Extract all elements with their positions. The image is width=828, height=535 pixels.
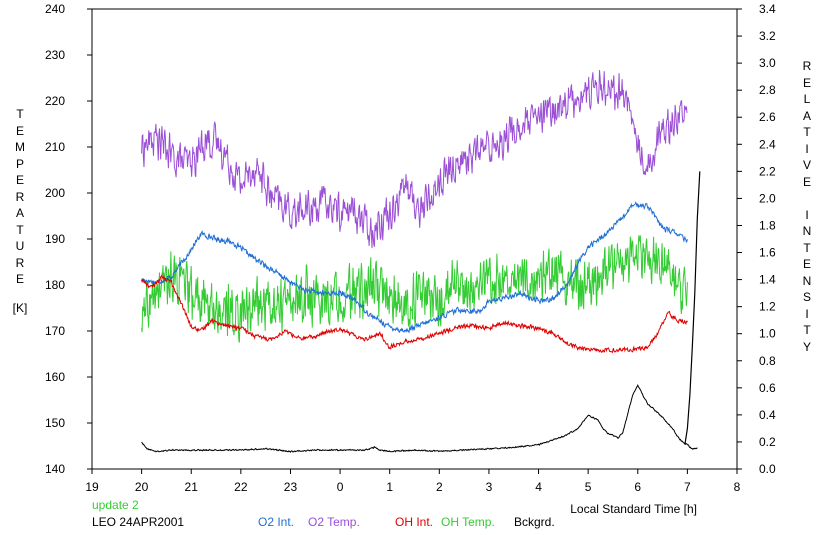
legend-item: OH Temp. bbox=[441, 515, 495, 529]
axis-label-letter: P bbox=[15, 156, 24, 171]
y-left-tick-label: 200 bbox=[45, 186, 65, 200]
y-right-tick-label: 2.6 bbox=[759, 110, 776, 124]
series-line-bckgrd bbox=[141, 383, 698, 454]
axis-label-letter: T bbox=[803, 240, 811, 255]
y-right-tick-label: 2.8 bbox=[759, 83, 776, 97]
y-left-tick-label: 170 bbox=[45, 324, 65, 338]
y-right-tick-label: 1.0 bbox=[759, 327, 776, 341]
series-line-o2-temp bbox=[141, 70, 688, 249]
y-right-tick-label: 1.2 bbox=[759, 300, 776, 314]
legend-item: O2 Int. bbox=[258, 515, 295, 529]
y-right-tick-label: 2.2 bbox=[759, 164, 776, 178]
axis-label-letter: I bbox=[805, 207, 809, 222]
axis-label-letter: N bbox=[802, 273, 812, 288]
y-right-tick-label: 0.6 bbox=[759, 381, 776, 395]
axis-label-letter: R bbox=[15, 189, 25, 204]
x-tick-label: 5 bbox=[585, 480, 592, 494]
y-left-tick-label: 190 bbox=[45, 232, 65, 246]
update-label: update 2 bbox=[92, 498, 139, 512]
y-left-tick-label: 210 bbox=[45, 140, 65, 154]
axis-label-letter: E bbox=[802, 174, 811, 189]
axis-label-letter: I bbox=[805, 141, 809, 156]
axis-label-letter: T bbox=[16, 107, 24, 121]
series-line-bckgrd-rise bbox=[684, 171, 701, 445]
y-left-tick-label: 140 bbox=[45, 462, 65, 476]
x-tick-label: 21 bbox=[185, 480, 199, 494]
axis-label-letter: E bbox=[802, 257, 811, 271]
x-tick-label: 4 bbox=[535, 480, 542, 494]
x-tick-label: 22 bbox=[234, 480, 248, 494]
y-left-tick-label: 160 bbox=[45, 370, 65, 384]
legend-item: Bckgrd. bbox=[514, 515, 555, 529]
series-line-oh-int bbox=[141, 274, 688, 354]
series-line-o2-int bbox=[141, 200, 688, 334]
x-tick-label: 1 bbox=[386, 480, 393, 494]
y-right-tick-label: 0.4 bbox=[759, 408, 776, 422]
axis-label-letter: E bbox=[802, 75, 811, 90]
x-axis-label: Local Standard Time [h] bbox=[570, 502, 697, 516]
axis-label-letter: S bbox=[802, 290, 811, 304]
y-right-tick-label: 0.8 bbox=[759, 354, 776, 368]
axis-label-letter: R bbox=[802, 59, 812, 73]
y-right-tick-label: 2.0 bbox=[759, 191, 776, 205]
axis-label-letter: Y bbox=[802, 339, 811, 354]
x-tick-label: 6 bbox=[634, 480, 641, 494]
axis-label-letter: T bbox=[803, 125, 811, 139]
axis-label-letter: V bbox=[802, 158, 811, 172]
x-tick-label: 8 bbox=[734, 480, 741, 494]
axis-label-letter: T bbox=[16, 222, 24, 237]
axis-label-letter: M bbox=[15, 140, 25, 154]
x-tick-label: 19 bbox=[85, 480, 99, 494]
x-tick-label: 0 bbox=[337, 480, 344, 494]
axis-label-letter: E bbox=[15, 272, 24, 286]
y-right-tick-label: 1.6 bbox=[759, 246, 776, 260]
axis-label-letter: L bbox=[803, 92, 811, 106]
y-left-tick-label: 220 bbox=[45, 94, 65, 108]
station-label: LEO 24APR2001 bbox=[92, 515, 185, 529]
y-right-tick-label: 1.8 bbox=[759, 218, 776, 232]
y-right-tick-label: 3.2 bbox=[759, 29, 776, 43]
axis-label-letter: E bbox=[15, 173, 24, 187]
x-tick-label: 2 bbox=[436, 480, 443, 494]
y-right-tick-label: 0.2 bbox=[759, 435, 776, 449]
axis-label-letter: E bbox=[15, 123, 24, 138]
legend-item: OH Int. bbox=[395, 515, 434, 529]
axis-label-letter: U bbox=[15, 239, 25, 253]
axis-label-letter: R bbox=[15, 255, 25, 270]
x-tick-label: 3 bbox=[486, 480, 493, 494]
x-tick-label: 23 bbox=[284, 480, 298, 494]
y-left-tick-label: 180 bbox=[45, 278, 65, 292]
axis-label-letter: I bbox=[805, 306, 809, 321]
axis-label-letter bbox=[797, 190, 817, 207]
x-tick-label: 20 bbox=[135, 480, 149, 494]
y-left-tick-label: 230 bbox=[45, 48, 65, 62]
y-right-tick-label: 1.4 bbox=[759, 273, 776, 287]
axis-label-letter: A bbox=[15, 206, 24, 220]
axis-label-letter: T bbox=[803, 323, 811, 337]
legend-item: O2 Temp. bbox=[308, 515, 360, 529]
axis-label-letter: N bbox=[802, 224, 812, 238]
series-line-oh-temp bbox=[141, 235, 688, 343]
y-left-tick-label: 150 bbox=[45, 416, 65, 430]
y-axis-left-unit: [K] bbox=[12, 301, 28, 315]
axis-label-letter: A bbox=[802, 108, 811, 123]
y-right-tick-label: 3.0 bbox=[759, 56, 776, 70]
y-right-tick-label: 2.4 bbox=[759, 137, 776, 151]
y-right-tick-label: 0.0 bbox=[759, 462, 776, 476]
x-tick-label: 7 bbox=[684, 480, 691, 494]
y-left-tick-label: 240 bbox=[45, 2, 65, 16]
y-right-tick-label: 3.4 bbox=[759, 2, 776, 16]
